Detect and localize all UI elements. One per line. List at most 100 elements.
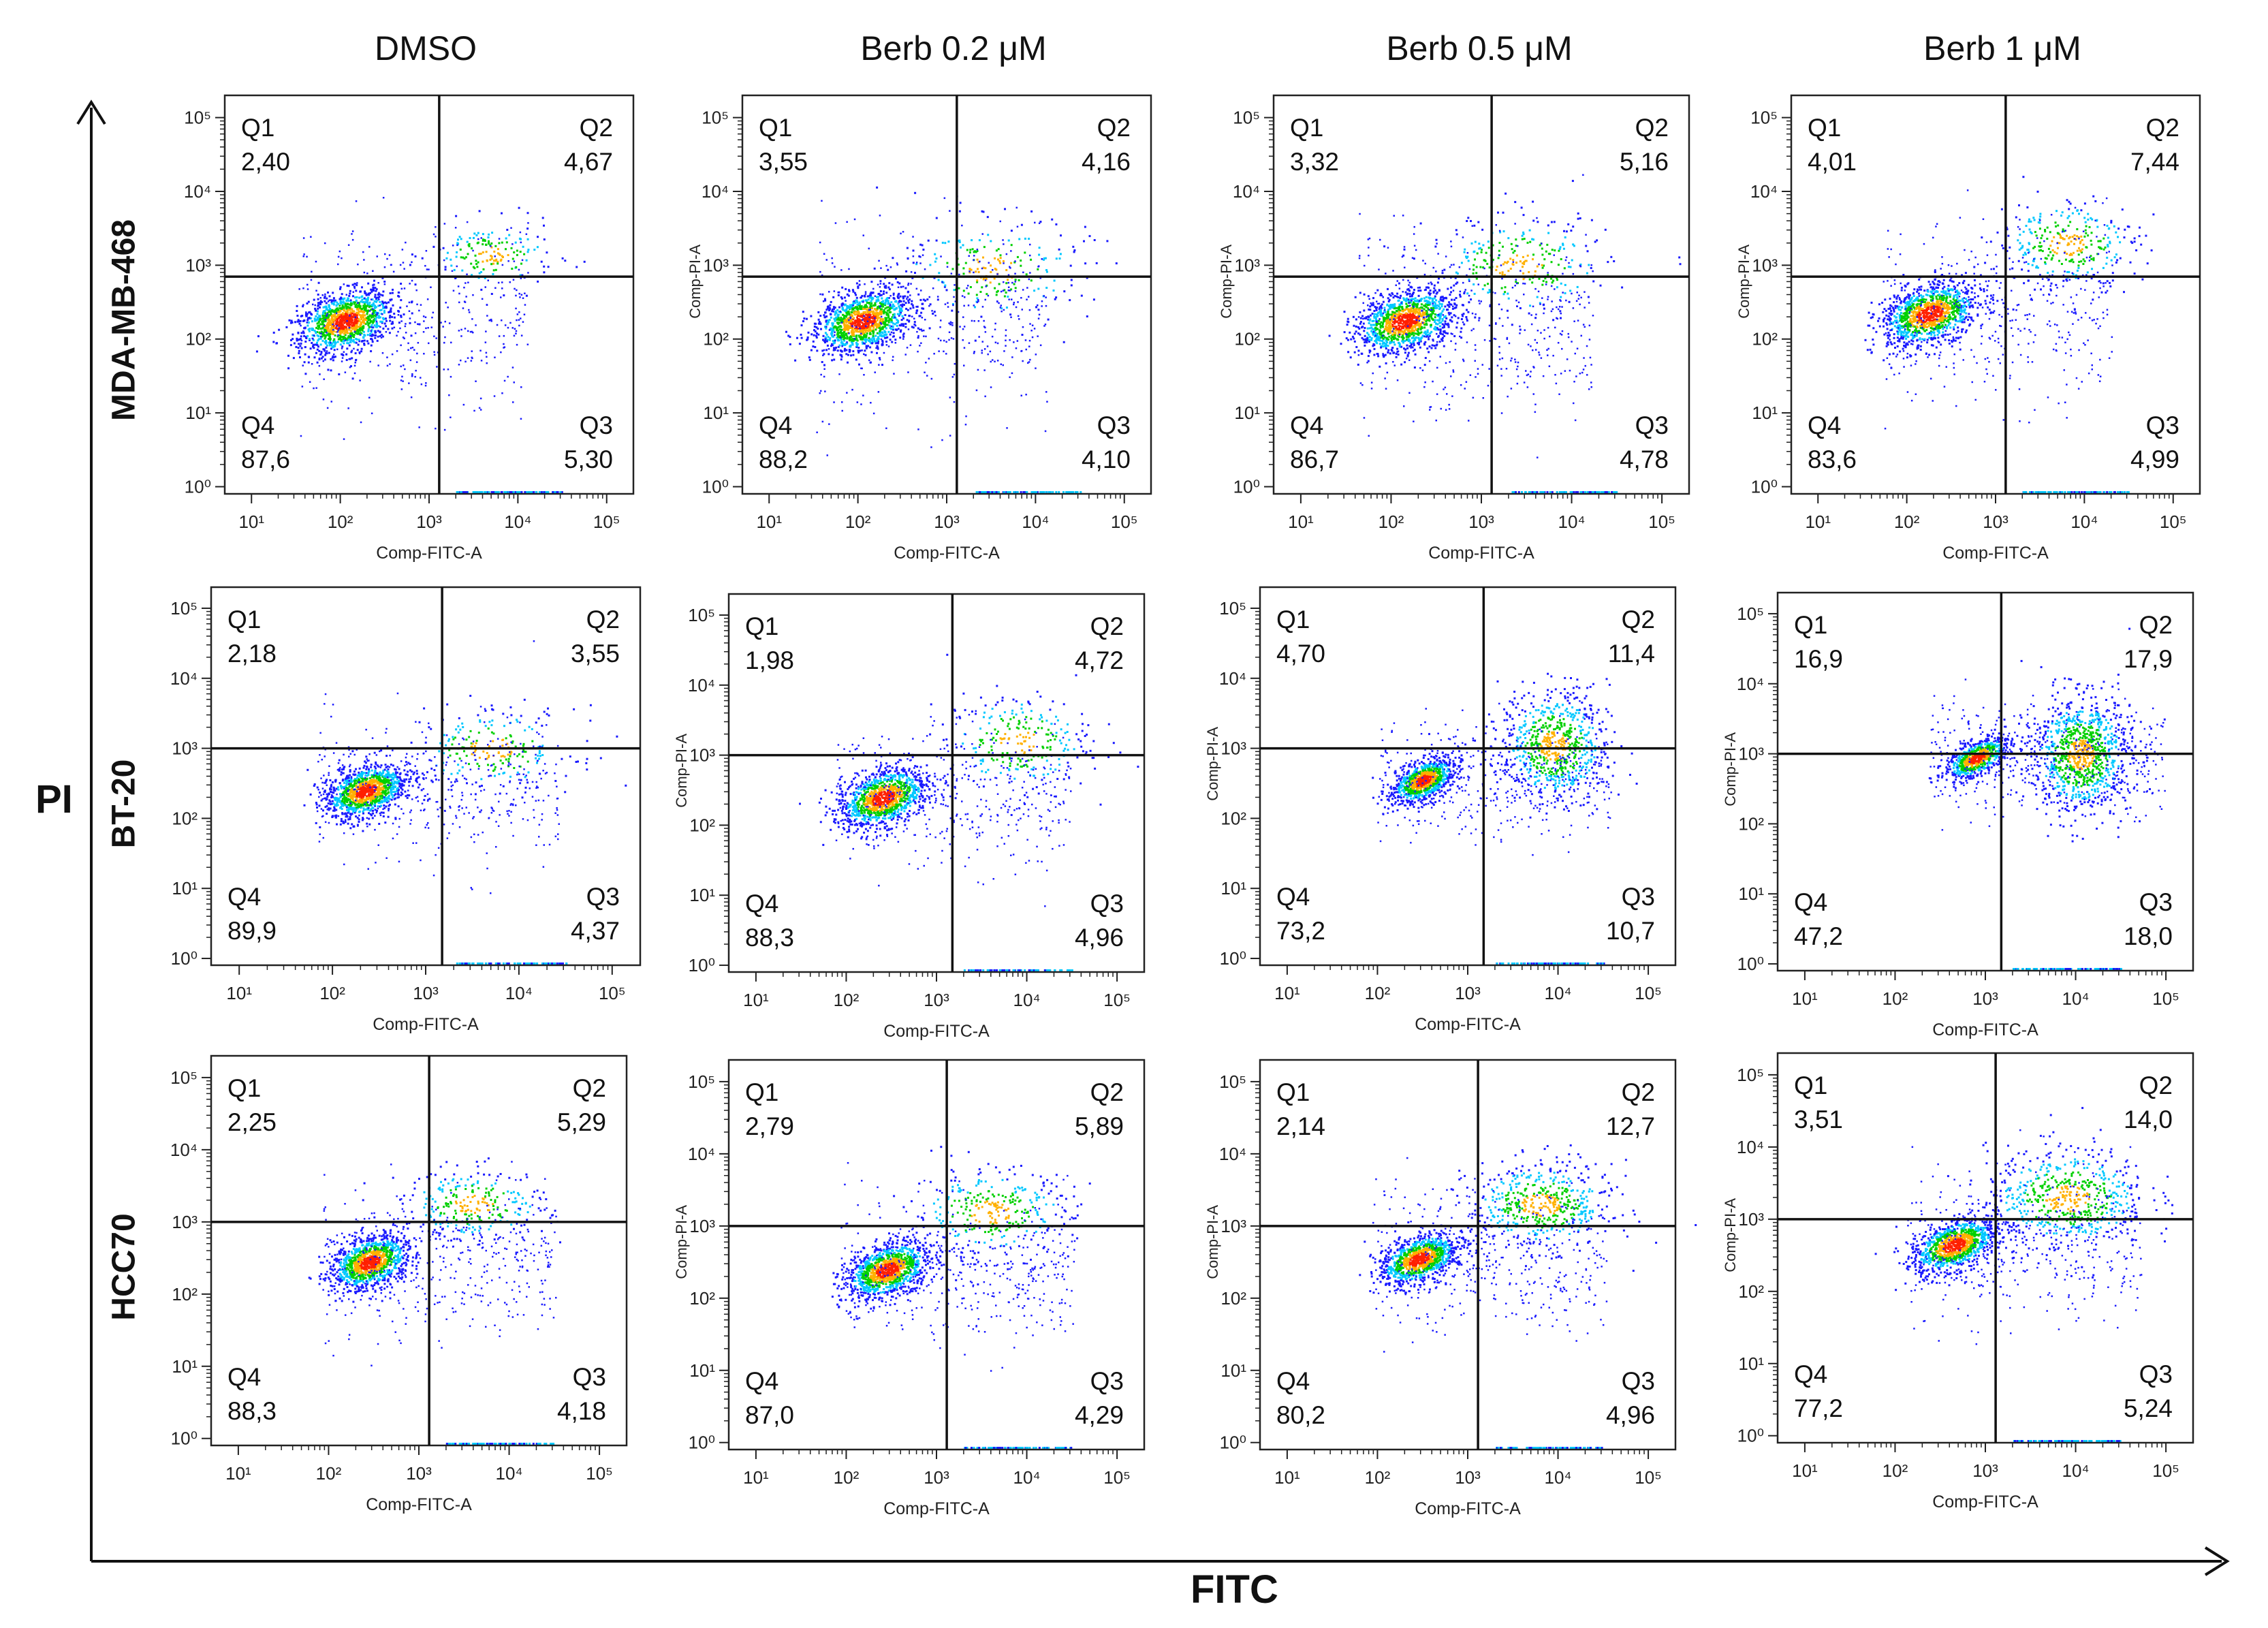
event-dot: [824, 299, 827, 302]
event-dot: [1388, 298, 1391, 301]
event-dot: [326, 315, 328, 317]
event-dot: [347, 323, 349, 326]
event-dot: [1380, 345, 1383, 347]
event-dot: [470, 262, 473, 265]
event-dot: [844, 343, 847, 346]
event-dot: [921, 307, 924, 310]
event-dot: [348, 327, 351, 329]
event-dot: [1421, 336, 1423, 339]
event-dot: [296, 304, 298, 307]
event-dot: [337, 309, 340, 311]
event-dot: [838, 318, 840, 321]
event-dot: [850, 338, 853, 341]
event-dot: [1397, 315, 1400, 317]
event-dot: [370, 288, 373, 291]
event-dot: [827, 336, 830, 339]
event-dot: [364, 305, 366, 308]
event-dot: [900, 300, 902, 302]
event-dot: [1353, 324, 1355, 327]
event-dot: [855, 324, 857, 327]
event-dot: [836, 331, 839, 334]
event-dot: [1402, 314, 1405, 317]
event-dot: [492, 491, 495, 493]
event-dot: [986, 293, 988, 296]
event-dot: [361, 329, 364, 332]
event-dot: [847, 328, 849, 331]
event-dot: [448, 322, 451, 324]
event-dot: [823, 349, 825, 351]
event-dot: [1399, 325, 1402, 328]
event-dot: [345, 315, 347, 317]
event-dot: [403, 313, 405, 316]
event-dot: [363, 339, 366, 342]
event-dot: [520, 386, 522, 388]
event-dot: [480, 360, 483, 362]
event-dot: [843, 339, 846, 342]
event-dot: [349, 358, 351, 360]
event-dot: [415, 369, 417, 372]
event-dot: [366, 310, 369, 312]
event-dot: [831, 310, 834, 313]
event-dot: [994, 268, 996, 270]
event-dot: [347, 302, 349, 305]
event-dot: [1430, 307, 1432, 309]
event-dot: [841, 302, 844, 305]
event-dot: [1037, 287, 1040, 290]
event-dot: [1393, 303, 1396, 306]
event-dot: [840, 322, 843, 324]
event-dot: [883, 309, 885, 312]
event-dot: [1007, 239, 1010, 242]
event-dot: [847, 354, 849, 356]
event-dot: [1456, 322, 1459, 324]
event-dot: [959, 202, 962, 204]
event-dot: [981, 349, 983, 351]
event-dot: [467, 281, 469, 283]
event-dot: [526, 343, 529, 345]
event-dot: [1026, 298, 1028, 300]
event-dot: [1457, 317, 1460, 319]
event-dot: [1382, 345, 1385, 348]
event-dot: [340, 329, 343, 332]
event-dot: [854, 311, 857, 313]
event-dot: [1389, 324, 1391, 326]
event-dot: [806, 317, 808, 320]
event-dot: [300, 339, 303, 342]
event-dot: [366, 272, 368, 275]
event-dot: [411, 253, 413, 256]
event-dot: [367, 324, 370, 326]
event-dot: [1020, 223, 1023, 226]
event-dot: [540, 491, 543, 493]
event-dot: [367, 342, 370, 345]
event-dot: [515, 266, 518, 268]
event-dot: [837, 317, 840, 319]
event-dot: [832, 340, 834, 343]
event-dot: [860, 308, 863, 311]
event-dot: [1438, 289, 1440, 292]
event-dot: [389, 319, 392, 322]
event-dot: [991, 491, 994, 493]
event-dot: [329, 309, 331, 311]
event-dot: [1387, 338, 1390, 341]
event-dot: [443, 223, 446, 225]
event-dot: [875, 317, 877, 319]
event-dot: [870, 304, 872, 307]
event-dot: [879, 322, 882, 324]
event-dot: [860, 336, 863, 339]
event-dot: [334, 312, 337, 315]
event-dot: [444, 268, 447, 271]
event-dot: [496, 324, 499, 326]
event-dot: [324, 349, 326, 352]
event-dot: [343, 297, 346, 300]
event-dot: [1400, 294, 1402, 297]
event-dot: [981, 306, 984, 308]
event-dot: [1009, 266, 1011, 268]
event-dot: [1395, 326, 1398, 328]
event-dot: [349, 332, 351, 335]
event-dot: [350, 332, 353, 335]
event-dot: [424, 316, 427, 318]
event-dot: [958, 210, 961, 213]
event-dot: [1389, 306, 1392, 309]
event-dot: [1443, 308, 1445, 311]
event-dot: [995, 268, 998, 271]
event-dot: [337, 311, 340, 313]
